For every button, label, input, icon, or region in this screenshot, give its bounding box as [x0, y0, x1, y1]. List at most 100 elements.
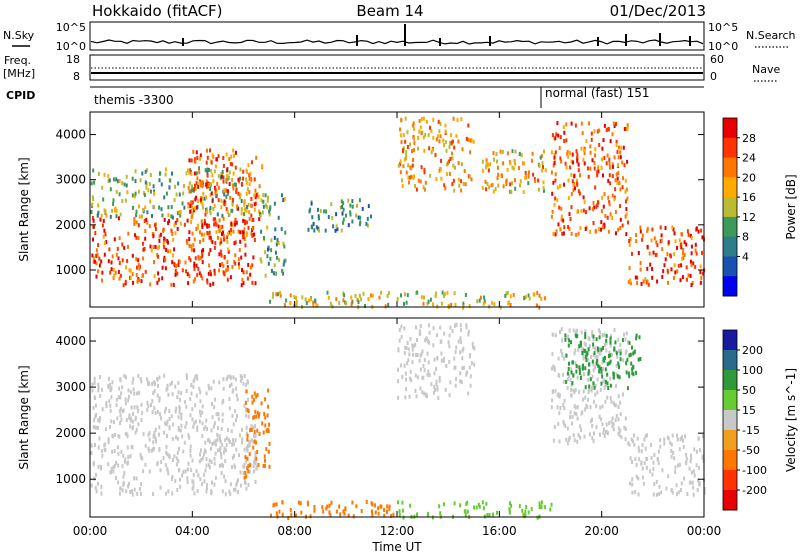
range-gate-cell	[619, 348, 622, 353]
range-gate-cell	[425, 337, 428, 342]
range-gate-cell	[166, 469, 169, 474]
range-gate-cell	[219, 437, 221, 442]
range-gate-cell	[222, 175, 225, 180]
range-gate-cell	[126, 259, 129, 263]
range-gate-cell	[258, 184, 261, 189]
range-gate-cell	[594, 185, 597, 190]
range-gate-cell	[544, 168, 547, 173]
range-gate-cell	[263, 454, 266, 459]
range-gate-cell	[152, 447, 154, 452]
range-gate-cell	[452, 178, 455, 183]
x-tick-label: 16:00	[482, 524, 517, 538]
range-gate-cell	[563, 406, 566, 411]
range-gate-cell	[205, 195, 208, 200]
range-gate-cell	[119, 212, 122, 217]
colorbar-swatch	[723, 350, 737, 371]
range-gate-cell	[690, 263, 693, 267]
range-gate-cell	[254, 188, 257, 193]
range-gate-cell	[629, 237, 632, 242]
range-gate-cell	[93, 418, 96, 423]
scatter-region	[270, 500, 395, 520]
range-gate-cell	[193, 263, 196, 268]
range-gate-cell	[567, 225, 570, 229]
range-gate-cell	[371, 513, 374, 518]
noise-tick-left-top: 10^5	[56, 21, 86, 34]
range-gate-cell	[576, 152, 579, 157]
range-gate-cell	[241, 230, 244, 235]
range-gate-cell	[232, 422, 235, 427]
range-gate-cell	[177, 262, 180, 267]
range-gate-cell	[463, 169, 466, 173]
range-gate-cell	[591, 330, 594, 335]
range-gate-cell	[703, 486, 706, 491]
range-gate-cell	[195, 469, 198, 474]
range-gate-cell	[215, 222, 218, 227]
range-gate-cell	[631, 490, 634, 495]
range-gate-cell	[595, 204, 598, 209]
range-gate-cell	[245, 191, 248, 196]
range-gate-cell	[676, 269, 679, 274]
range-gate-cell	[245, 382, 247, 387]
range-gate-cell	[225, 377, 228, 382]
range-gate-cell	[266, 225, 269, 230]
y-tick-label: 3000	[55, 173, 86, 187]
range-gate-cell	[443, 292, 446, 297]
range-gate-cell	[666, 435, 669, 440]
range-gate-cell	[554, 389, 557, 394]
range-gate-cell	[136, 279, 139, 284]
range-gate-cell	[211, 402, 213, 406]
range-gate-cell	[93, 180, 96, 185]
range-gate-cell	[580, 348, 583, 353]
range-gate-cell	[621, 223, 624, 228]
range-gate-cell	[605, 382, 608, 387]
range-gate-cell	[560, 206, 563, 211]
range-gate-cell	[629, 278, 632, 283]
range-gate-cell	[568, 361, 570, 366]
range-gate-cell	[95, 472, 97, 477]
range-gate-cell	[404, 116, 407, 121]
station-title: Hokkaido (fitACF)	[92, 2, 223, 20]
range-gate-cell	[366, 216, 369, 221]
range-gate-cell	[469, 138, 472, 143]
range-gate-cell	[218, 380, 221, 385]
range-gate-cell	[101, 223, 104, 228]
range-gate-cell	[575, 232, 578, 237]
range-gate-cell	[223, 199, 226, 204]
range-gate-cell	[103, 241, 106, 245]
range-gate-cell	[307, 227, 310, 232]
range-gate-cell	[570, 192, 573, 197]
range-gate-cell	[270, 513, 272, 518]
range-gate-cell	[590, 419, 592, 424]
range-gate-cell	[599, 432, 601, 437]
range-gate-cell	[700, 276, 703, 281]
range-gate-cell	[453, 188, 456, 193]
range-gate-cell	[234, 165, 237, 170]
range-gate-cell	[176, 450, 179, 455]
range-gate-cell	[588, 384, 591, 389]
range-gate-cell	[600, 369, 603, 374]
range-gate-cell	[553, 155, 556, 160]
range-gate-cell	[378, 295, 381, 300]
colorbar-tick-label: 12	[742, 211, 756, 224]
range-gate-cell	[673, 231, 676, 236]
range-gate-cell	[328, 510, 331, 515]
range-gate-cell	[619, 155, 622, 160]
range-gate-cell	[591, 333, 594, 338]
range-gate-cell	[228, 175, 231, 180]
range-gate-cell	[579, 424, 582, 429]
range-gate-cell	[592, 221, 595, 225]
range-gate-cell	[167, 489, 170, 494]
range-gate-cell	[215, 412, 218, 417]
range-gate-cell	[112, 267, 115, 272]
range-gate-cell	[415, 394, 418, 399]
range-gate-cell	[177, 459, 180, 464]
colorbar-tick-label: 50	[742, 384, 756, 397]
range-gate-cell	[451, 139, 454, 144]
range-gate-cell	[611, 416, 614, 421]
range-gate-cell	[193, 171, 196, 176]
range-gate-cell	[91, 216, 94, 220]
range-gate-cell	[566, 377, 569, 382]
range-gate-cell	[659, 438, 662, 443]
range-gate-cell	[583, 200, 586, 205]
range-gate-cell	[621, 338, 624, 343]
